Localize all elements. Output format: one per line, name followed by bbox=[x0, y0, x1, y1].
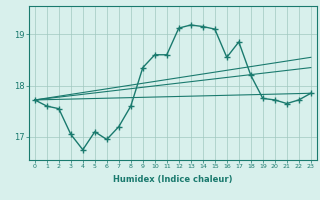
X-axis label: Humidex (Indice chaleur): Humidex (Indice chaleur) bbox=[113, 175, 233, 184]
